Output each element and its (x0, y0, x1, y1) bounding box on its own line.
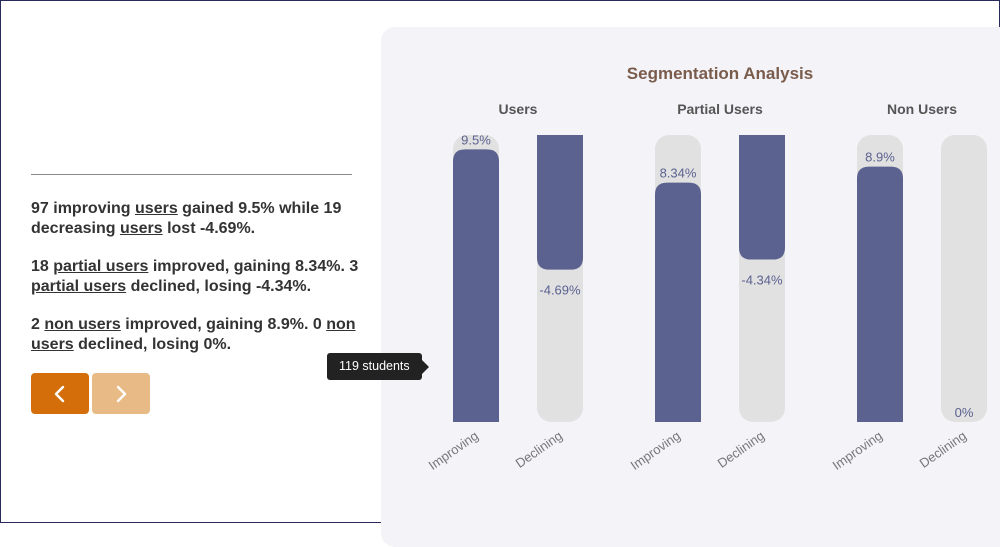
category-label: Improving (426, 428, 481, 473)
data-label: 8.34% (660, 166, 697, 181)
users-term: users (135, 200, 178, 217)
category-label: Improving (830, 428, 885, 473)
previous-button[interactable] (31, 373, 89, 414)
summary-users: 97 improving users gained 9.5% while 19 … (31, 200, 342, 237)
data-label: -4.69% (539, 283, 581, 298)
segmentation-chart: Segmentation Analysis Users 9.5% Improving -… (426, 64, 987, 473)
category-label: Declining (715, 428, 767, 471)
bar-improving (453, 149, 499, 422)
partial-users-term: partial users (31, 278, 127, 295)
group-label: Users (499, 101, 538, 117)
data-label: 9.5% (461, 132, 491, 147)
bar-declining (537, 135, 583, 270)
partial-users-term: partial users (53, 258, 149, 275)
category-label: Improving (628, 428, 683, 473)
data-label: 0% (955, 405, 974, 420)
group-label: Non Users (887, 101, 957, 117)
bar-declining (739, 135, 785, 260)
data-label: -4.34% (741, 273, 783, 288)
summary-text: 97 improving users gained 9.5% while 19 … (31, 199, 366, 373)
chart-title: Segmentation Analysis (627, 64, 813, 83)
non-users-term: non users (44, 316, 121, 333)
summary-non-users: 2 non users improved, gaining 8.9%. 0 no… (31, 316, 356, 353)
next-button[interactable] (92, 373, 150, 414)
divider (31, 174, 352, 175)
chevron-right-icon (116, 385, 127, 402)
bar-improving (655, 182, 701, 422)
data-label: 8.9% (865, 150, 895, 165)
chart-panel: Segmentation Analysis Users 9.5% Improving -… (381, 27, 1000, 547)
category-label: Declining (513, 428, 565, 471)
bar-track (941, 135, 987, 422)
non-users-term: non users (31, 316, 356, 353)
bar-improving (857, 166, 903, 422)
students-tooltip: 119 students (327, 353, 429, 380)
category-label: Declining (917, 428, 969, 471)
summary-partial-users: 18 partial users improved, gaining 8.34%… (31, 258, 359, 295)
chevron-left-icon (54, 385, 65, 402)
group-label: Partial Users (677, 101, 763, 117)
users-term: users (119, 220, 163, 237)
